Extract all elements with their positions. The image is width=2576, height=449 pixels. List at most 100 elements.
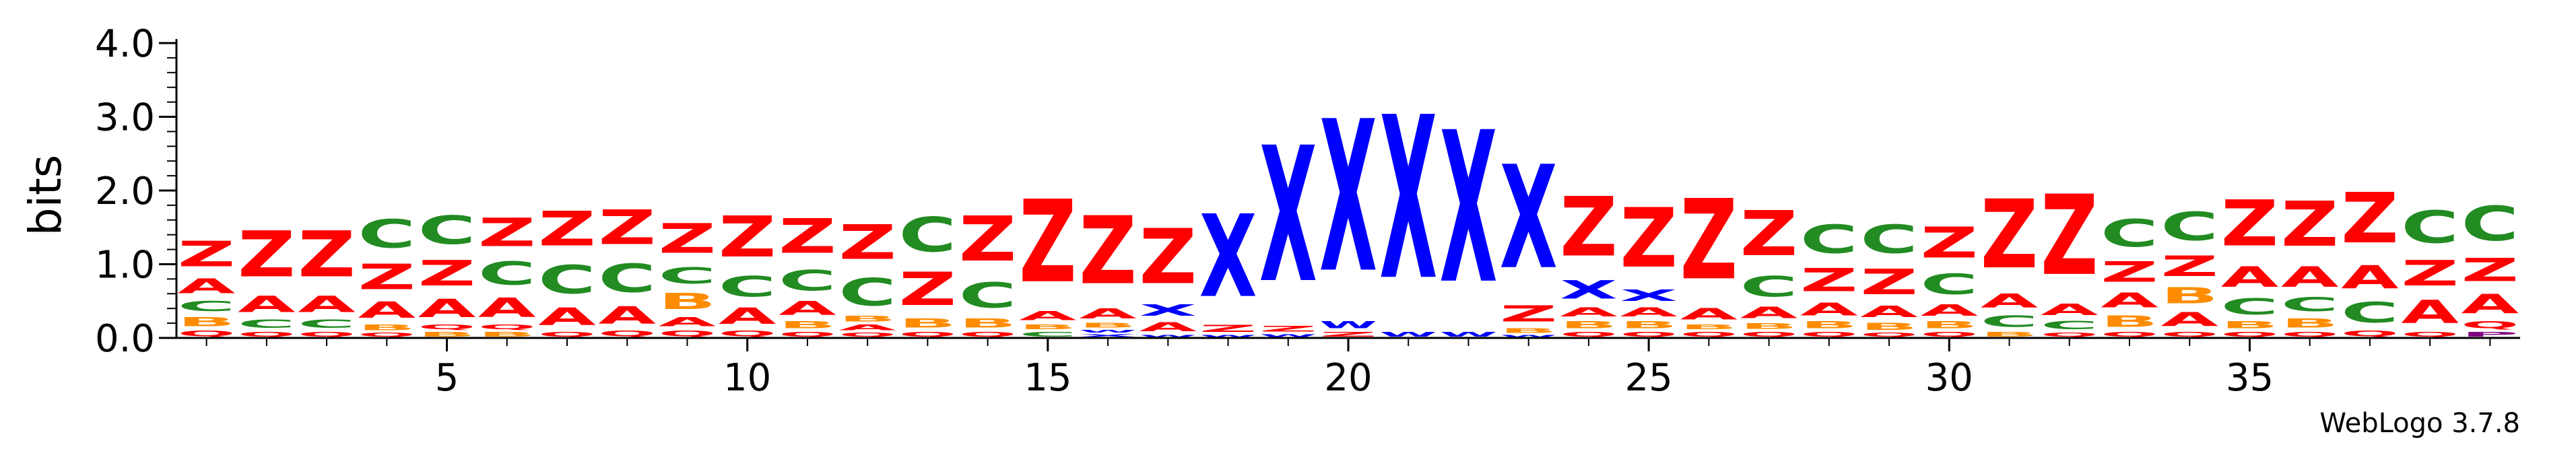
logo-letter-a: A (1920, 301, 1978, 319)
logo-letter-b: B (1800, 320, 1858, 331)
logo-letter-q: Q (1620, 331, 1678, 338)
logo-letter-q: Q (2401, 331, 2459, 338)
logo-letter-a: A (418, 294, 476, 324)
weblogo-credit: WebLogo 3.7.8 (2319, 408, 2520, 439)
logo-letter-c: C (298, 317, 356, 331)
logo-letter-a: A (1620, 305, 1678, 320)
logo-letter-z: Z (1019, 177, 1077, 309)
logo-letter-q: Q (538, 331, 596, 338)
logo-letter-b: B (1019, 323, 1077, 331)
logo-letter-b: B (1560, 320, 1618, 331)
logo-letter-z: Z (2341, 178, 2399, 259)
logo-letter-q: Q (2281, 331, 2339, 338)
logo-letter-b: B (1500, 327, 1558, 335)
logo-letter-z: Z (1860, 263, 1918, 303)
logo-letter-c: C (2401, 202, 2459, 253)
x-tick-label: 5 (435, 356, 459, 400)
logo-letter-z: Z (2462, 252, 2519, 289)
x-tick-label: 20 (1324, 356, 1372, 400)
logo-letter-p: P (2462, 331, 2519, 338)
logo-letter-c: C (418, 207, 476, 253)
logo-letter-q: Q (298, 331, 356, 338)
y-tick-label: 1.0 (95, 244, 155, 287)
logo-letter-a: A (2341, 259, 2399, 296)
letter-stacks: QBCAZQCAZQCAZQBAZCBQAZCBQACZQACZQACZQABC… (178, 70, 2519, 338)
logo-letter-a: A (2101, 289, 2158, 312)
logo-letter-z: Z (418, 253, 476, 293)
logo-letter-a: A (238, 291, 296, 317)
logo-letter-z: Z (1500, 302, 1558, 327)
logo-letter-c: C (538, 256, 596, 302)
logo-letter-z: Z (2101, 256, 2158, 289)
logo-letter-q: Q (598, 329, 656, 338)
logo-letter-z: Z (1319, 331, 1377, 338)
logo-letter-z: Z (719, 205, 777, 271)
logo-letter-x: X (1319, 77, 1377, 318)
logo-letter-a: A (2281, 261, 2339, 293)
logo-letter-b: B (1740, 322, 1798, 331)
logo-letter-z: Z (538, 202, 596, 257)
x-tick-label: 30 (1925, 356, 1973, 400)
x-tick-label: 35 (2226, 356, 2274, 400)
logo-letter-z: Z (1680, 176, 1738, 305)
logo-letter-c: C (838, 270, 896, 314)
logo-letter-a: A (838, 323, 896, 332)
logo-letter-q: Q (2160, 331, 2218, 338)
logo-letter-c: C (2341, 296, 2399, 329)
logo-letter-a: A (1740, 304, 1798, 322)
logo-letter-a: A (1800, 299, 1858, 320)
logo-letter-b: B (1079, 322, 1137, 329)
logo-letter-z: Z (478, 210, 536, 255)
logo-letter-a: A (2160, 309, 2218, 331)
logo-letter-a: A (1560, 305, 1618, 320)
logo-letter-c: C (598, 255, 656, 301)
logo-letter-q: Q (899, 331, 957, 338)
logo-letter-c: C (659, 263, 717, 289)
logo-letter-q: Q (2341, 329, 2399, 338)
logo-letter-b: B (2281, 316, 2339, 331)
logo-letter-a: A (1019, 308, 1077, 323)
logo-letter-z: Z (1259, 324, 1317, 333)
logo-letter-x: X (1440, 88, 1498, 330)
logo-letter-w: W (1440, 331, 1498, 338)
logo-letter-b: B (178, 314, 236, 329)
logo-letter-z: Z (178, 234, 236, 275)
y-axis-label: bits (20, 155, 71, 236)
logo-letter-b: B (1920, 320, 1978, 331)
logo-letter-x: X (1560, 275, 1618, 305)
logo-letter-z: Z (1199, 323, 1257, 334)
x-tick-label: 25 (1625, 356, 1673, 400)
logo-letter-c: C (719, 271, 777, 304)
logo-letter-z: Z (2401, 253, 2459, 293)
logo-letter-q: Q (659, 329, 717, 338)
logo-letter-a: A (719, 304, 777, 329)
logo-letter-q: Q (1680, 331, 1738, 338)
logo-letter-b: B (2221, 320, 2279, 331)
logo-letter-q: Q (1800, 331, 1858, 338)
logo-letter-c: C (2160, 204, 2218, 250)
logo-letter-a: A (2041, 300, 2099, 318)
logo-letter-q: Q (959, 331, 1017, 338)
logo-letter-c: C (2462, 197, 2519, 252)
logo-letter-q: Q (719, 329, 777, 338)
logo-letter-c: C (2281, 294, 2339, 316)
logo-letter-z: Z (1740, 198, 1798, 270)
logo-letter-a: A (2462, 289, 2519, 320)
y-tick-label: 3.0 (95, 96, 155, 140)
logo-letter-b: B (899, 316, 957, 331)
logo-letter-z: Z (1800, 263, 1858, 299)
logo-letter-z: Z (959, 203, 1017, 275)
logo-letter-x: X (1379, 70, 1437, 330)
logo-letter-q: Q (1740, 331, 1798, 338)
logo-letter-q: Q (178, 329, 236, 338)
logo-letter-c: C (1981, 312, 2039, 331)
logo-letter-q: Q (1560, 331, 1618, 338)
logo-letter-q: Q (2462, 320, 2519, 331)
logo-letter-a: A (2401, 294, 2459, 331)
logo-letter-a: A (1079, 306, 1137, 322)
logo-letter-q: Q (238, 331, 296, 338)
logo-letter-b: B (838, 314, 896, 323)
logo-letter-c: C (1019, 331, 1077, 338)
logo-letter-z: Z (1079, 198, 1137, 306)
